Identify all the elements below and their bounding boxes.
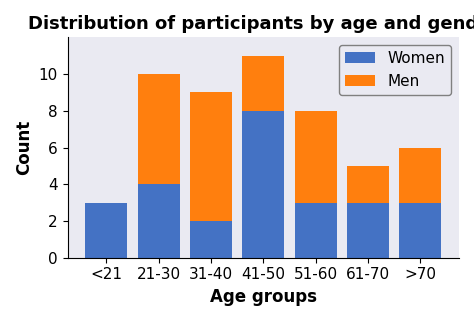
Bar [399, 148, 441, 203]
Bar [347, 166, 389, 203]
Bar [399, 203, 441, 258]
Bar [85, 203, 127, 258]
Bar [190, 92, 232, 221]
Bar [295, 203, 337, 258]
Legend: Women, Men: Women, Men [339, 45, 451, 95]
Bar [295, 111, 337, 203]
Bar [137, 74, 180, 184]
Bar [347, 203, 389, 258]
Bar [137, 184, 180, 258]
Y-axis label: Count: Count [15, 120, 33, 175]
Bar [190, 221, 232, 258]
X-axis label: Age groups: Age groups [210, 288, 317, 306]
Bar [242, 56, 284, 111]
Bar [242, 111, 284, 258]
Title: Distribution of participants by age and gender: Distribution of participants by age and … [27, 15, 474, 33]
